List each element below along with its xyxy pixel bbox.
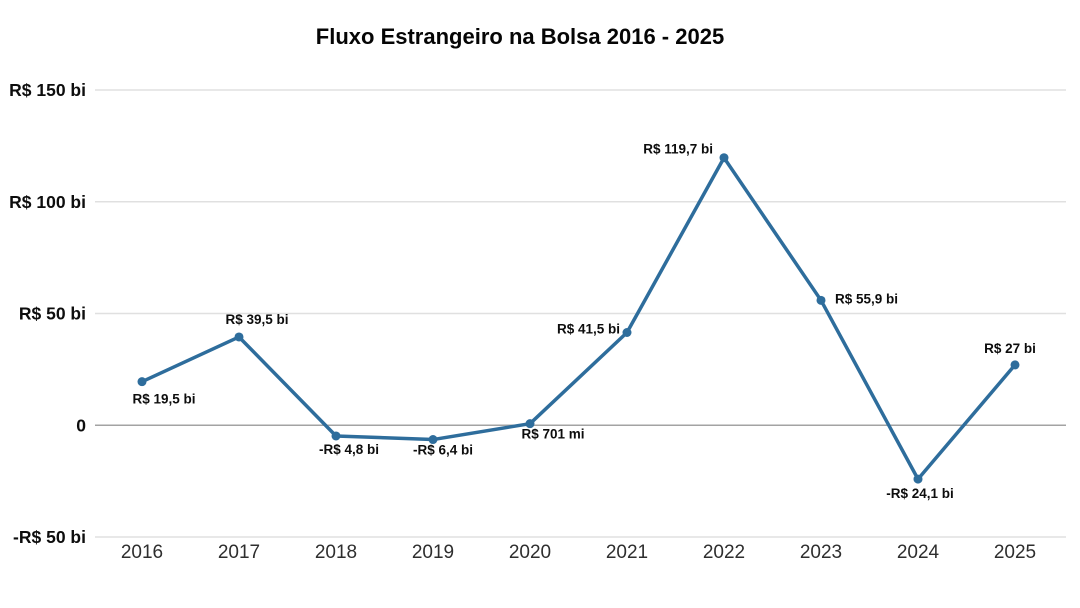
data-point [622,327,632,337]
data-point-labels: R$ 19,5 bi R$ 39,5 bi -R$ 4,8 bi -R$ 6,4 bi… [132,142,1035,501]
data-point-label: -R$ 6,4 bi [413,443,473,458]
y-tick-label: R$ 50 bi [19,304,86,324]
data-point-label: R$ 701 mi [521,427,584,442]
data-point [428,435,438,445]
y-tick-label: R$ 100 bi [9,192,86,212]
gridlines [95,89,1066,538]
x-tick-label: 2019 [412,542,454,563]
data-point-label: -R$ 24,1 bi [886,486,954,501]
data-point [816,295,826,305]
y-tick-label: -R$ 50 bi [13,527,86,547]
y-tick-label: 0 [76,415,86,435]
data-point-label: -R$ 4,8 bi [319,442,379,457]
x-tick-label: 2018 [315,542,357,563]
x-tick-label: 2017 [218,542,260,563]
x-axis-tick-labels: 2016 2017 2018 2019 2020 2021 2022 2023 2024 2025 [121,542,1036,563]
data-point [234,332,244,342]
x-tick-label: 2020 [509,542,551,563]
x-tick-label: 2021 [606,542,648,563]
data-point-label: R$ 119,7 bi [643,142,713,157]
data-series-line [140,155,1017,481]
data-point-label: R$ 39,5 bi [225,312,288,327]
data-point [913,474,923,484]
y-axis-tick-labels: R$ 150 bi R$ 100 bi R$ 50 bi 0 -R$ 50 bi [9,80,86,547]
chart-title: Fluxo Estrangeiro na Bolsa 2016 - 2025 [316,24,724,49]
data-point [331,431,341,441]
x-tick-label: 2024 [897,542,940,563]
x-tick-label: 2016 [121,542,163,563]
series-polyline [140,155,1017,481]
data-series-points [137,153,1020,484]
data-point [719,153,729,163]
y-tick-label: R$ 150 bi [9,80,86,100]
x-tick-label: 2022 [703,542,745,563]
data-point-label: R$ 55,9 bi [835,291,898,306]
x-tick-label: 2025 [994,542,1036,563]
data-point [525,419,535,429]
data-point-label: R$ 27 bi [984,341,1036,356]
data-point [137,377,147,387]
data-point [1010,360,1020,370]
data-point-label: R$ 41,5 bi [557,321,620,336]
data-point-label: R$ 19,5 bi [132,392,195,407]
x-tick-label: 2023 [800,542,842,563]
